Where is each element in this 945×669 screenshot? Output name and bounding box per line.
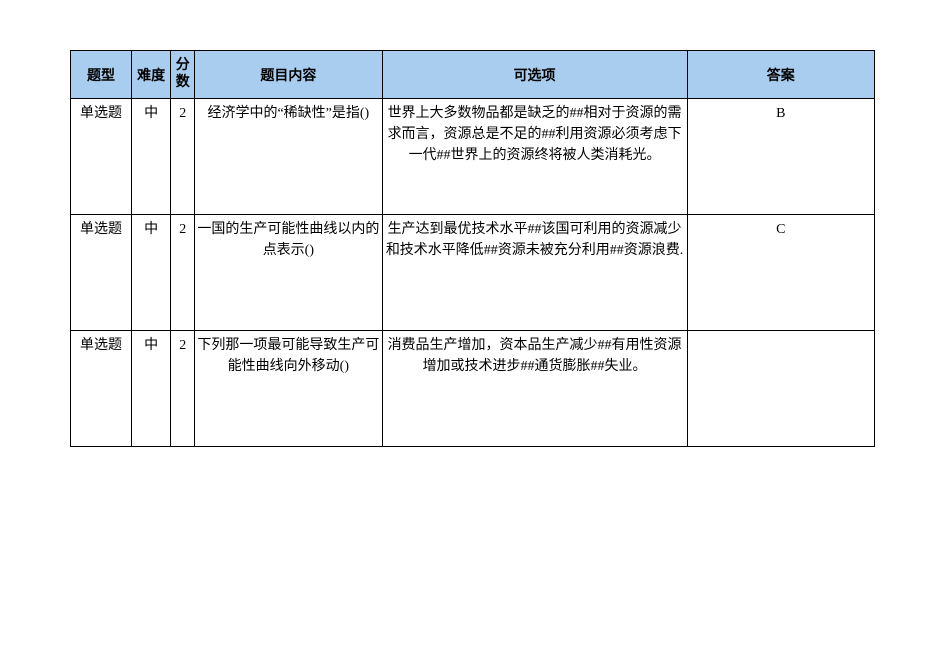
table-row: 单选题 中 2 下列那一项最可能导致生产可能性曲线向外移动() 消费品生产增加，… (71, 331, 875, 447)
cell-type: 单选题 (71, 99, 132, 215)
header-options: 可选项 (382, 51, 687, 99)
cell-score: 2 (171, 99, 195, 215)
cell-answer (687, 331, 874, 447)
cell-score: 2 (171, 331, 195, 447)
table-header: 题型 难度 分数 题目内容 可选项 答案 (71, 51, 875, 99)
cell-difficulty: 中 (132, 215, 171, 331)
header-answer: 答案 (687, 51, 874, 99)
cell-score: 2 (171, 215, 195, 331)
table-row: 单选题 中 2 经济学中的“稀缺性”是指() 世界上大多数物品都是缺乏的##相对… (71, 99, 875, 215)
header-type: 题型 (71, 51, 132, 99)
cell-answer: C (687, 215, 874, 331)
cell-options: 生产达到最优技术水平##该国可利用的资源减少和技术水平降低##资源未被充分利用#… (382, 215, 687, 331)
question-table: 题型 难度 分数 题目内容 可选项 答案 单选题 中 2 经济学中的“稀缺性”是… (70, 50, 875, 447)
header-row: 题型 难度 分数 题目内容 可选项 答案 (71, 51, 875, 99)
header-score: 分数 (171, 51, 195, 99)
table-body: 单选题 中 2 经济学中的“稀缺性”是指() 世界上大多数物品都是缺乏的##相对… (71, 99, 875, 447)
cell-options: 消费品生产增加，资本品生产减少##有用性资源增加或技术进步##通货膨胀##失业。 (382, 331, 687, 447)
cell-type: 单选题 (71, 331, 132, 447)
cell-options: 世界上大多数物品都是缺乏的##相对于资源的需求而言，资源总是不足的##利用资源必… (382, 99, 687, 215)
cell-type: 单选题 (71, 215, 132, 331)
cell-content: 下列那一项最可能导致生产可能性曲线向外移动() (195, 331, 382, 447)
header-content: 题目内容 (195, 51, 382, 99)
cell-difficulty: 中 (132, 99, 171, 215)
cell-difficulty: 中 (132, 331, 171, 447)
cell-answer: B (687, 99, 874, 215)
cell-content: 经济学中的“稀缺性”是指() (195, 99, 382, 215)
table-row: 单选题 中 2 一国的生产可能性曲线以内的点表示() 生产达到最优技术水平##该… (71, 215, 875, 331)
cell-content: 一国的生产可能性曲线以内的点表示() (195, 215, 382, 331)
header-difficulty: 难度 (132, 51, 171, 99)
